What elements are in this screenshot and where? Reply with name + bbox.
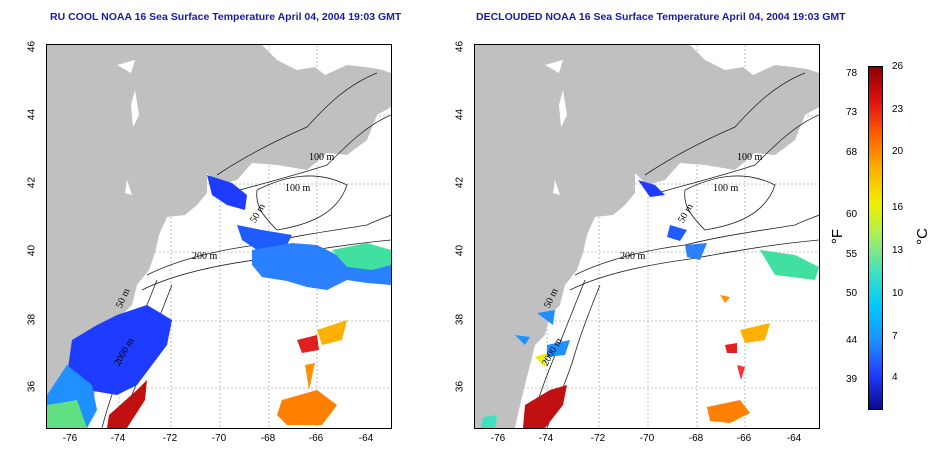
x-tick-label: -72 [162, 433, 178, 444]
temperature-colorbar [868, 66, 883, 410]
contour-label-50m: 50 m [248, 202, 268, 225]
colorbar-f-label: 73 [846, 107, 858, 118]
colorbar-c-label: 7 [892, 331, 898, 342]
colorbar-c-label: 26 [892, 61, 904, 72]
x-tick-label: -72 [590, 433, 606, 444]
contour-label-100m-b: 100 m [285, 183, 311, 194]
contour-label-100m-a: 100 m [309, 152, 335, 163]
colorbar-f-label: 44 [846, 335, 858, 346]
right-map-title: DECLOUDED NOAA 16 Sea Surface Temperatur… [476, 11, 846, 23]
colorbar-f-label: 39 [846, 374, 858, 385]
x-tick-label: -74 [538, 433, 554, 444]
sst-map-left: 100 m 100 m 50 m 200 m 50 m 2000 m [46, 44, 392, 429]
colorbar-c-label: 4 [892, 372, 898, 383]
y-tick-label: 40 [26, 244, 38, 257]
x-tick-label: -76 [62, 433, 78, 444]
celsius-unit-label: °C [913, 228, 931, 245]
sst-map-right-graphic: 100 m 100 m 50 m 200 m 50 m 2000 m [475, 45, 819, 428]
y-tick-label: 42 [454, 176, 466, 189]
sst-map-right: 100 m 100 m 50 m 200 m 50 m 2000 m [474, 44, 820, 429]
y-tick-label: 46 [26, 40, 38, 53]
contour-label-100m-b-r: 100 m [713, 183, 739, 194]
y-tick-label: 38 [454, 313, 466, 326]
colorbar-c-label: 13 [892, 245, 904, 256]
colorbar-c-label: 20 [892, 146, 904, 157]
x-tick-label: -64 [786, 433, 802, 444]
fahrenheit-unit-label: °F [829, 228, 847, 245]
sst-patches [47, 175, 391, 428]
x-tick-label: -74 [110, 433, 126, 444]
colorbar-f-label: 68 [846, 147, 858, 158]
colorbar-c-label: 10 [892, 288, 904, 299]
y-tick-label: 42 [26, 176, 38, 189]
left-map-title: RU COOL NOAA 16 Sea Surface Temperature … [50, 11, 402, 23]
x-tick-label: -64 [358, 433, 374, 444]
y-tick-label: 44 [454, 108, 466, 121]
colorbar-f-label: 78 [846, 68, 858, 79]
x-tick-label: -70 [211, 433, 227, 444]
contour-label-100m-a-r: 100 m [737, 152, 763, 163]
y-tick-label: 36 [454, 380, 466, 393]
contour-label-200m-r: 200 m [620, 251, 646, 262]
land-mass [475, 45, 819, 428]
y-tick-label: 44 [26, 108, 38, 121]
x-tick-label: -68 [260, 433, 276, 444]
x-tick-label: -66 [736, 433, 752, 444]
colorbar-c-label: 16 [892, 202, 904, 213]
colorbar-f-label: 60 [846, 209, 858, 220]
colorbar-f-label: 50 [846, 288, 858, 299]
x-tick-label: -68 [688, 433, 704, 444]
contour-label-50m-r: 50 m [676, 202, 696, 225]
y-tick-label: 36 [26, 380, 38, 393]
land-mass [47, 45, 391, 428]
sst-patches [481, 180, 819, 428]
y-tick-label: 38 [26, 313, 38, 326]
contour-label-200m: 200 m [192, 251, 218, 262]
x-tick-label: -76 [490, 433, 506, 444]
y-tick-label: 46 [454, 40, 466, 53]
sst-map-left-graphic: 100 m 100 m 50 m 200 m 50 m 2000 m [47, 45, 391, 428]
y-tick-label: 40 [454, 244, 466, 257]
x-tick-label: -66 [308, 433, 324, 444]
colorbar-c-label: 23 [892, 104, 904, 115]
colorbar-f-label: 55 [846, 249, 858, 260]
x-tick-label: -70 [639, 433, 655, 444]
